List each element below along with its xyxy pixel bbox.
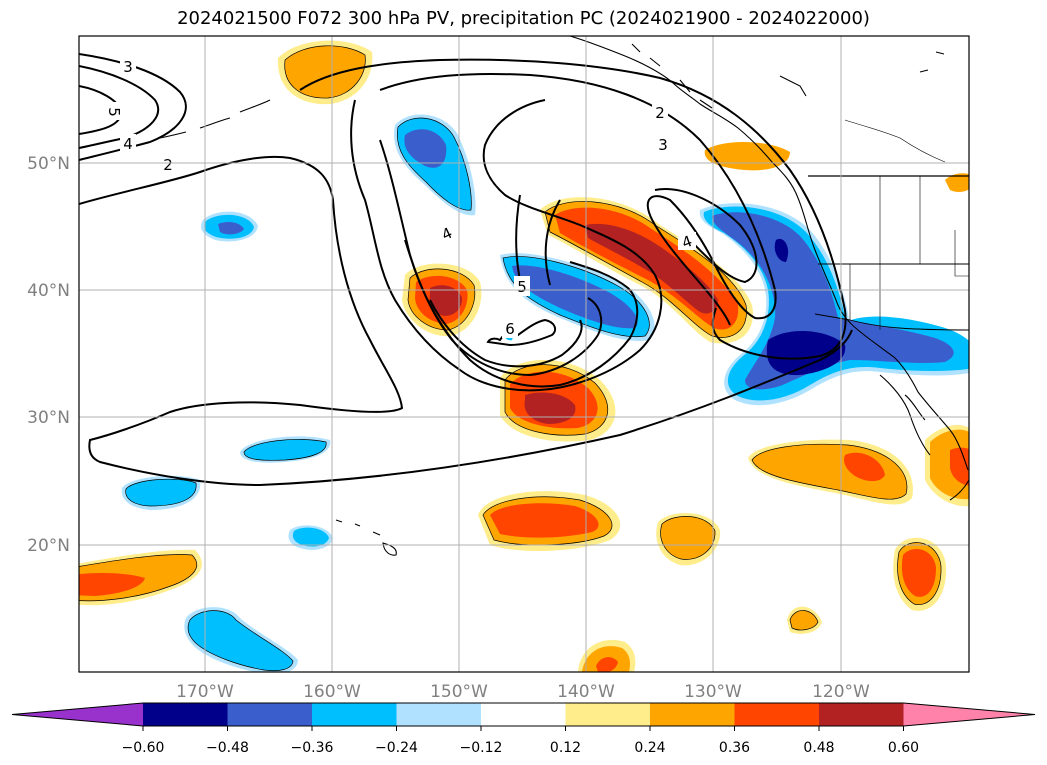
colorbar-tick-label: −0.48	[206, 740, 249, 756]
colorbar-swatch	[143, 703, 228, 726]
longitude-label: 150°W	[430, 682, 488, 702]
colorbar-swatch	[819, 703, 904, 726]
longitude-axis: 170°W 160°W 150°W 140°W 130°W 120°W	[176, 682, 870, 702]
colorbar-swatch	[565, 703, 651, 726]
longitude-label: 130°W	[684, 682, 742, 702]
longitude-label: 170°W	[176, 682, 234, 702]
colorbar-tick-label: −0.12	[460, 740, 503, 756]
latitude-axis: 20°N 30°N 40°N 50°N	[27, 154, 70, 556]
negative-anomaly-shading	[121, 114, 969, 672]
colorbar-swatch	[227, 703, 313, 726]
coastlines	[159, 36, 969, 556]
longitude-label: 120°W	[812, 682, 870, 702]
longitude-label: 140°W	[557, 682, 615, 702]
colorbar-tick-label: 0.36	[719, 740, 750, 756]
colorbar-swatch	[312, 703, 397, 726]
latitude-label: 30°N	[27, 408, 70, 428]
contour-label: 5	[517, 278, 527, 296]
gridlines	[79, 36, 969, 672]
contour-label-backgrounds	[104, 56, 696, 338]
shading-outlines	[79, 45, 942, 672]
colorbar-tick-label: 0.60	[888, 740, 919, 756]
colorbar-tick-label: −0.36	[291, 740, 334, 756]
colorbar-max-arrow	[903, 703, 1035, 726]
colorbar-tick-label: 0.24	[634, 740, 665, 756]
state-borders	[844, 119, 969, 330]
colorbar-swatch	[396, 703, 482, 726]
contour-label: 6	[505, 320, 515, 338]
contour-label: 5	[105, 107, 123, 117]
map-title: 2024021500 F072 300 hPa PV, precipitatio…	[177, 8, 870, 29]
latitude-label: 50°N	[27, 154, 70, 174]
colorbar: −0.60 −0.48 −0.36 −0.24 −0.12 0.12 0.24 0.36 0.4…	[11, 702, 1036, 756]
contour-label: 2	[655, 104, 665, 122]
colorbar-swatch	[650, 703, 735, 726]
contour-label: 4	[123, 135, 133, 153]
contour-label: 3	[658, 136, 668, 154]
colorbar-swatch	[734, 703, 820, 726]
contour-label: 2	[163, 156, 173, 174]
pv-contours	[79, 53, 853, 487]
colorbar-swatch	[481, 703, 566, 726]
colorbar-tick-label: −0.60	[122, 740, 165, 756]
colorbar-min-arrow	[12, 703, 143, 726]
contour-label: 3	[123, 58, 133, 76]
latitude-label: 20°N	[27, 536, 70, 556]
colorbar-tick-label: −0.24	[375, 740, 418, 756]
map-area: 3 5 4 2 2 3 4 4 5 6	[79, 36, 969, 672]
colorbar-tick-label: 0.12	[550, 740, 581, 756]
longitude-label: 160°W	[303, 682, 361, 702]
colorbar-tick-label: 0.48	[803, 740, 834, 756]
latitude-label: 40°N	[27, 281, 70, 301]
map-frame	[78, 35, 970, 673]
